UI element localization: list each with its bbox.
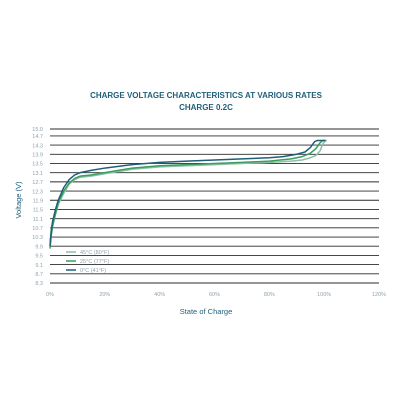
x-axis-ticks: 0% 20% 40% 60% 80% 100% 120% xyxy=(46,292,386,298)
x-tick-label: 120% xyxy=(372,292,386,298)
y-tick-label: 12.7 xyxy=(32,180,43,186)
y-tick-label: 12.3 xyxy=(32,189,43,195)
y-tick-label: 14.3 xyxy=(32,143,43,149)
x-tick-label: 20% xyxy=(99,292,110,298)
y-tick-label: 11.9 xyxy=(33,198,43,204)
y-tick-label: 11.5 xyxy=(33,208,43,214)
data-series xyxy=(49,139,327,249)
y-axis-ticks: 8.3 8.7 9.1 9.5 9.9 10.3 10.7 11.1 11.5 11.9 12.3 1… xyxy=(32,127,43,287)
y-tick-label: 13.1 xyxy=(32,171,43,177)
x-axis-label: State of Charge xyxy=(180,307,233,316)
y-tick-label: 13.5 xyxy=(32,162,43,168)
legend-label: 45°C (80°F) xyxy=(80,250,109,256)
x-tick-label: 40% xyxy=(154,292,165,298)
x-tick-label: 80% xyxy=(264,292,275,298)
legend-label: 25°C (77°F) xyxy=(80,259,109,265)
series-line-2 xyxy=(49,139,326,249)
y-tick-label: 11.1 xyxy=(33,217,43,223)
y-tick-label: 8.7 xyxy=(35,272,43,278)
x-tick-label: 0% xyxy=(46,292,54,298)
y-tick-label: 10.3 xyxy=(32,235,43,241)
chart-title: CHARGE VOLTAGE CHARACTERISTICS AT VARIOU… xyxy=(90,91,323,100)
y-tick-label: 14.7 xyxy=(32,134,43,140)
x-tick-label: 100% xyxy=(317,292,331,298)
series-line-3 xyxy=(49,139,326,247)
y-tick-label: 9.9 xyxy=(35,244,43,250)
y-tick-label: 9.1 xyxy=(35,263,43,269)
y-tick-label: 9.5 xyxy=(35,254,43,260)
y-tick-label: 8.3 xyxy=(35,281,43,287)
y-tick-label: 13.9 xyxy=(32,152,43,158)
chart-subtitle: CHARGE 0.2C xyxy=(179,103,233,112)
y-tick-label: 10.7 xyxy=(32,226,43,232)
x-tick-label: 60% xyxy=(209,292,220,298)
y-axis-label: Voltage (V) xyxy=(14,181,23,219)
y-tick-label: 15.0 xyxy=(32,127,43,133)
legend-label: 0°C (41°F) xyxy=(80,268,106,274)
legend: 45°C (80°F) 25°C (77°F) 0°C (41°F) xyxy=(66,250,109,274)
